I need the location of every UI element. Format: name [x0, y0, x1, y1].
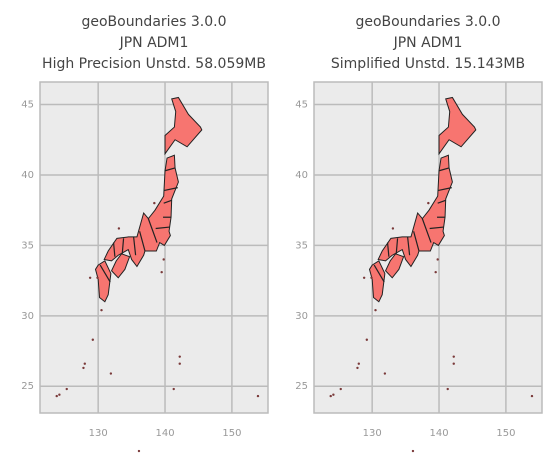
island — [434, 270, 437, 274]
region-border — [437, 199, 446, 204]
island — [65, 387, 68, 391]
island — [91, 338, 95, 341]
island — [339, 387, 342, 391]
region-border — [155, 226, 170, 230]
y-tick-label: 35 — [295, 240, 308, 251]
island — [153, 201, 156, 205]
region-border — [429, 226, 444, 230]
region-border — [164, 187, 178, 192]
island — [357, 362, 360, 365]
island — [452, 362, 455, 365]
panel-title: geoBoundaries 3.0.0 — [355, 14, 500, 30]
x-tick-label: 140 — [429, 428, 448, 439]
island — [530, 394, 534, 398]
island — [356, 366, 359, 370]
region-border — [407, 236, 411, 256]
panel-title: High Precision Unstd. 58.059MB — [42, 56, 266, 72]
region-border — [373, 264, 385, 283]
region-border — [133, 236, 137, 256]
y-tick-label: 25 — [295, 381, 308, 392]
y-tick-label: 40 — [21, 170, 34, 181]
y-tick-label: 45 — [295, 100, 308, 111]
x-tick-label: 140 — [155, 428, 174, 439]
y-tick-label: 30 — [21, 311, 34, 322]
panel-title: JPN ADM1 — [393, 35, 463, 51]
y-tick-label: 35 — [21, 240, 34, 251]
region-border — [438, 187, 452, 192]
island — [256, 394, 260, 398]
island — [117, 227, 121, 230]
y-tick-label: 45 — [21, 100, 34, 111]
region-border — [163, 199, 172, 204]
region-border — [395, 238, 399, 254]
x-tick-label: 130 — [89, 428, 108, 439]
island — [329, 394, 332, 398]
region-border — [421, 218, 432, 243]
island — [172, 387, 175, 391]
island — [427, 201, 430, 205]
x-tick-label: 150 — [222, 428, 241, 439]
y-tick-label: 25 — [21, 381, 34, 392]
region-shape — [384, 253, 405, 279]
region-border — [164, 167, 176, 172]
island — [160, 270, 163, 274]
region-shape — [438, 96, 477, 156]
region-border — [99, 264, 111, 283]
island — [446, 387, 449, 391]
island — [137, 449, 141, 453]
island — [55, 394, 58, 398]
island — [436, 258, 439, 261]
island — [58, 393, 61, 396]
region-border — [121, 238, 125, 254]
island — [100, 308, 103, 312]
island — [374, 308, 377, 312]
island — [452, 355, 455, 358]
panel-title: geoBoundaries 3.0.0 — [81, 14, 226, 30]
map-layer — [329, 96, 534, 453]
panel-title: Simplified Unstd. 15.143MB — [331, 56, 525, 72]
x-tick-label: 130 — [363, 428, 382, 439]
region-border — [112, 242, 116, 257]
island — [109, 372, 113, 375]
region-shape — [377, 154, 453, 268]
island — [83, 362, 86, 365]
island — [88, 276, 92, 279]
x-tick-label: 150 — [496, 428, 515, 439]
region-border — [413, 231, 420, 252]
map-layer — [55, 96, 260, 453]
region-shape — [368, 260, 386, 303]
y-tick-label: 30 — [295, 311, 308, 322]
island — [332, 393, 335, 396]
island — [96, 276, 99, 279]
island — [365, 338, 369, 341]
island — [82, 366, 85, 370]
region-shape — [164, 96, 203, 156]
region-border — [147, 218, 158, 243]
island — [162, 258, 165, 261]
region-shape — [110, 253, 131, 279]
island — [370, 276, 373, 279]
island — [391, 227, 395, 230]
region-shape — [103, 154, 179, 268]
region-shape — [94, 260, 112, 303]
island — [362, 276, 366, 279]
panel-title: JPN ADM1 — [119, 35, 189, 51]
island — [178, 362, 181, 365]
island — [383, 372, 387, 375]
y-tick-label: 40 — [295, 170, 308, 181]
island — [411, 449, 415, 453]
region-border — [438, 167, 450, 172]
island — [178, 355, 181, 358]
region-border — [386, 242, 390, 257]
region-border — [139, 231, 146, 252]
